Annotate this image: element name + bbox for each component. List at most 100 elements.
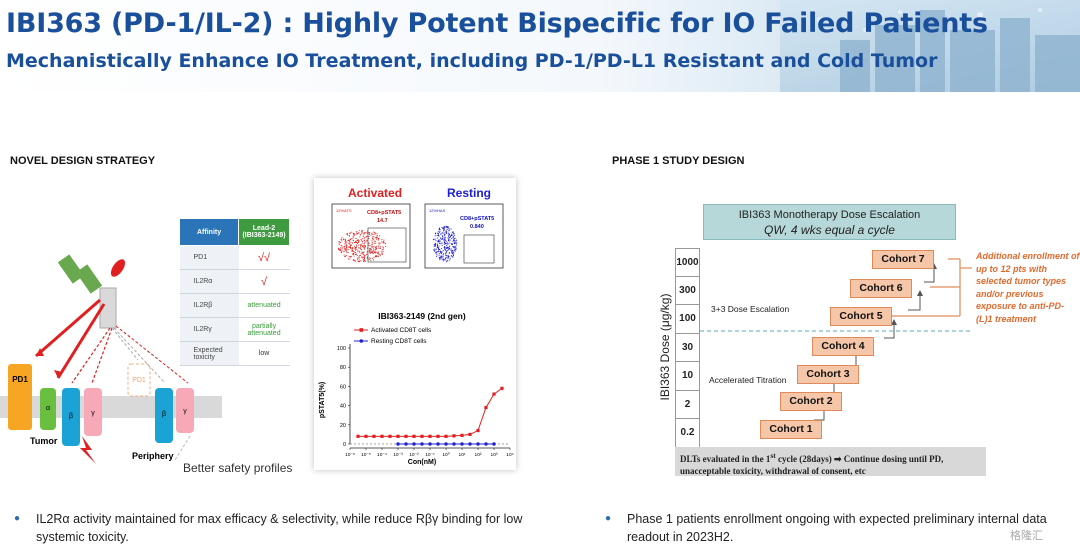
flow-event-dot (440, 251, 442, 253)
flow-event-dot (361, 256, 363, 258)
flow-event-dot (352, 242, 354, 244)
flow-event-dot (351, 250, 353, 252)
flow-event-dot (370, 250, 372, 252)
flow-event-dot (440, 256, 442, 258)
flow-event-dot (345, 249, 347, 251)
flow-event-dot (340, 245, 342, 247)
flow-event-dot (379, 235, 381, 237)
data-point (476, 442, 480, 446)
flow-event-dot (436, 244, 439, 246)
data-point (404, 434, 408, 438)
flow-event-dot (441, 226, 443, 229)
legend-label: Activated CD8T cells (371, 327, 432, 334)
flow-event-dot (443, 230, 445, 232)
flow-event-dot (375, 236, 377, 239)
flow-event-dot (362, 257, 364, 259)
flow-event-dot (440, 258, 442, 260)
flow-event-dot (444, 232, 446, 234)
flow-event-dot (443, 227, 445, 229)
flow-event-dot (437, 248, 439, 250)
flow-event-dot (363, 234, 365, 236)
page-title: IBI363 (PD-1/IL-2) : Highly Potent Bispe… (6, 8, 988, 39)
flow-event-dot (442, 238, 444, 240)
flow-event-dot (446, 247, 448, 249)
flow-event-dot (362, 230, 364, 232)
flow-event-dot (435, 240, 437, 242)
flow-event-dot (357, 232, 359, 235)
flow-event-dot (348, 256, 350, 258)
pd1-left-label: PD1 (12, 375, 28, 384)
flow-event-dot (341, 237, 343, 239)
flow-event-dot (368, 238, 370, 240)
flow-event-dot (381, 253, 383, 256)
flow-event-dot (452, 247, 454, 249)
flow-event-dot (436, 254, 438, 256)
flow-event-dot (373, 234, 375, 236)
legend-marker (359, 339, 364, 343)
flow-event-dot (340, 250, 342, 252)
flow-event-dot (438, 253, 440, 255)
flow-event-dot (358, 259, 360, 261)
flow-event-dot (444, 259, 446, 261)
x-tick-label: 10² (475, 452, 482, 458)
flow-event-dot (352, 247, 354, 249)
flow-event-dot (346, 251, 348, 253)
flow-event-dot (448, 259, 451, 261)
flow-event-dot (445, 232, 447, 234)
flow-event-dot (347, 234, 349, 236)
flow-event-dot (344, 247, 346, 249)
flow-event-dot (446, 242, 448, 244)
flow-event-dot (433, 250, 435, 252)
flow-event-dot (349, 242, 351, 244)
flow-event-dot (375, 240, 377, 242)
flow-event-dot (446, 231, 448, 233)
flow-event-dot (451, 251, 453, 253)
y-tick-label: 80 (340, 365, 346, 371)
data-point (468, 432, 472, 436)
flow-event-dot (351, 249, 353, 251)
flow-event-dot (440, 238, 442, 240)
flow-event-dot (447, 226, 449, 228)
flow-event-dot (376, 233, 378, 235)
flow-event-dot (371, 240, 373, 242)
flow-event-dot (338, 241, 340, 243)
flow-event-dot (380, 250, 382, 252)
flow-event-dot (447, 227, 449, 230)
data-point (428, 442, 432, 446)
flow-event-dot (362, 238, 364, 240)
flow-event-dot (444, 242, 446, 244)
flow-event-dot (438, 245, 440, 247)
flow-event-dot (445, 225, 448, 228)
flow-event-dot (438, 250, 440, 252)
flow-event-dot (363, 243, 365, 245)
flow-event-dot (385, 243, 387, 245)
flow-event-dot (379, 243, 381, 245)
flow-event-dot (377, 252, 379, 254)
flow-event-dot (449, 258, 452, 260)
flow-event-dot (444, 239, 446, 241)
flow-event-dot (351, 237, 353, 240)
flow-event-dot (378, 239, 380, 241)
flow-event-dot (350, 256, 352, 258)
flow-event-dot (370, 233, 373, 235)
flow-event-dot (448, 248, 450, 250)
flow-event-dot (448, 240, 450, 242)
data-point (356, 434, 360, 438)
flow-event-dot (442, 253, 444, 255)
flow-event-dot (358, 240, 360, 242)
x-tick-label: 10⁻⁶ (345, 452, 355, 458)
flow-event-dot (371, 251, 373, 253)
flow-event-dot (443, 241, 446, 243)
flow-event-dot (348, 234, 350, 237)
flow-event-dot (352, 239, 354, 241)
flow-event-dot (381, 241, 383, 243)
flow-event-dot (435, 252, 437, 254)
flow-event-dot (363, 255, 365, 257)
table-row: IL2Rβ attenuated (179, 293, 290, 318)
flow-event-dot (381, 249, 384, 251)
table-row: IL2Rγ partially attenuated (179, 317, 290, 342)
flow-event-dot (374, 256, 376, 258)
flow-event-dot (440, 252, 443, 254)
flow-event-dot (443, 259, 445, 261)
x-tick-label: 10⁰ (442, 452, 449, 458)
